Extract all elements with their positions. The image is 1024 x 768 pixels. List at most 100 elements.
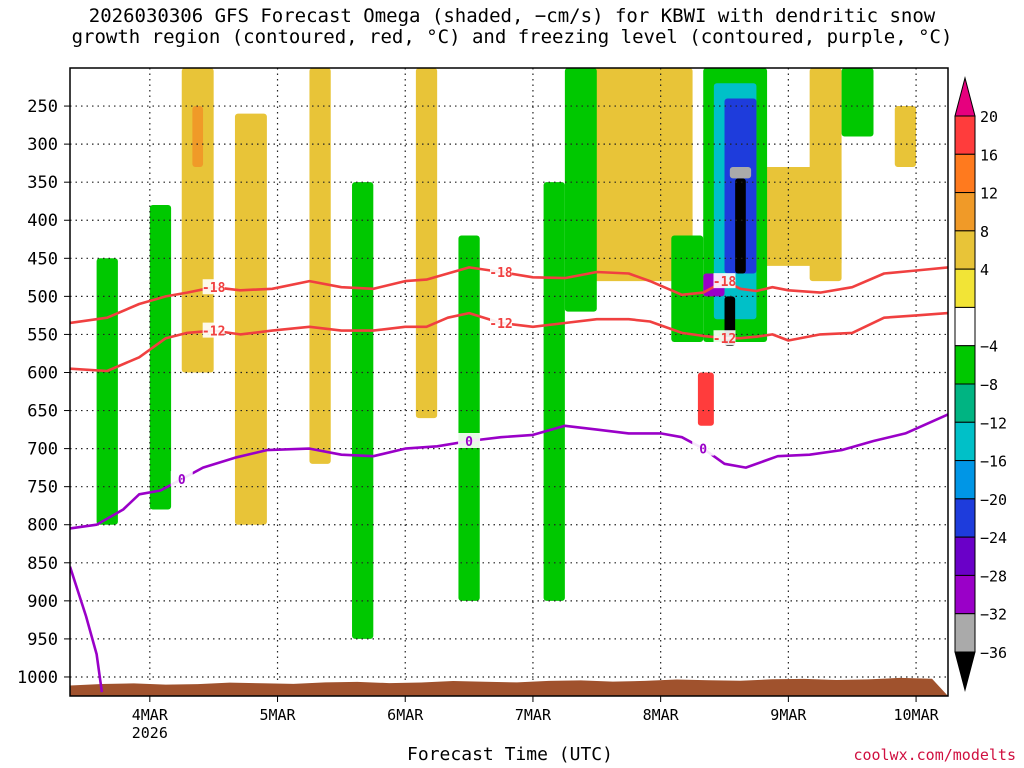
- colorbar: 20 16 12 8 4 −4 −8 −12 −16 −20 −24 −28 −32 −36: [954, 76, 1007, 692]
- y-tick-label: 800: [27, 516, 58, 536]
- y-tick-label: 500: [27, 287, 58, 307]
- y-tick-label: 900: [27, 592, 58, 612]
- omega-region-10: [729, 166, 752, 179]
- colorbar-swatch-7: [954, 345, 976, 385]
- x-axis: 4MAR 5MAR 6MAR 7MAR 8MAR 9MAR 10MAR 2026: [132, 696, 940, 742]
- grid-layer: [70, 68, 948, 696]
- contour-label: -18: [489, 266, 513, 281]
- contour-label-bg: [490, 264, 513, 280]
- title-line-1: 2026030306 GFS Forecast Omega (shaded, −…: [88, 5, 936, 27]
- x-tick-label: 5MAR: [259, 706, 296, 724]
- watermark: coolwx.com/modelts: [853, 746, 1016, 764]
- ground-terrain: [70, 677, 948, 696]
- colorbar-swatch-3: [954, 192, 976, 232]
- colorbar-label: −24: [980, 529, 1007, 547]
- contour-label: 0: [699, 443, 707, 458]
- colorbar-label: 16: [980, 146, 998, 164]
- colorbar-swatch-2: [954, 153, 976, 194]
- omega-region-9: [735, 178, 746, 274]
- omega-region-26: [809, 68, 842, 282]
- omega-region-14: [697, 372, 714, 426]
- contour-label: 0: [178, 473, 186, 488]
- colorbar-swatch-4: [954, 230, 976, 270]
- contour-line-3: [70, 566, 104, 693]
- contour-layer: -18 -18 -18 -12 -12 -12 0 0 0: [70, 264, 948, 693]
- colorbar-swatch-13: [954, 574, 976, 615]
- y-tick-label: 250: [27, 97, 58, 117]
- omega-region-27: [841, 68, 874, 137]
- colorbar-swatch-8: [954, 383, 976, 423]
- contour-line-2: [70, 413, 948, 530]
- colorbar-label: 12: [980, 185, 998, 203]
- contour-label: -18: [202, 281, 226, 296]
- colorbar-label: −8: [980, 376, 998, 394]
- y-tick-label: 850: [27, 554, 58, 574]
- plot-frame: [69, 67, 949, 697]
- omega-region-19: [149, 205, 172, 510]
- ground-layer: [70, 677, 948, 696]
- colorbar-label: −28: [980, 567, 1007, 585]
- omega-region-15: [564, 68, 597, 312]
- x-tick-label: 7MAR: [515, 706, 552, 724]
- colorbar-swatch-5: [954, 268, 976, 308]
- colorbar-swatch-11: [954, 498, 976, 538]
- colorbar-swatch-12: [954, 536, 976, 576]
- colorbar-top-arrow: [954, 76, 976, 117]
- colorbar-label: −16: [980, 453, 1007, 471]
- colorbar-label: −12: [980, 414, 1007, 432]
- chart-title: 2026030306 GFS Forecast Omega (shaded, −…: [0, 6, 1024, 48]
- y-axis: 250 300 350 400 450 500 550 600 650 700 750 800 850 9…: [17, 97, 70, 688]
- colorbar-swatch-6: [954, 306, 976, 347]
- x-tick-label: 10MAR: [893, 706, 939, 724]
- contour-label-bg: [458, 432, 481, 448]
- x-tick-label: 8MAR: [643, 706, 680, 724]
- colorbar-label: 4: [980, 261, 989, 279]
- contour-label: -12: [713, 332, 736, 347]
- y-tick-label: 1000: [17, 668, 58, 688]
- y-tick-label: 950: [27, 630, 58, 650]
- x-tick-label: 4MAR: [132, 706, 169, 724]
- y-tick-label: 750: [27, 478, 58, 498]
- colorbar-label: −4: [980, 338, 998, 356]
- title-line-2: growth region (contoured, red, °C) and f…: [71, 26, 953, 48]
- colorbar-swatch-14: [954, 613, 976, 653]
- contour-label: 0: [465, 435, 473, 450]
- contour-label-bg: [202, 279, 225, 295]
- colorbar-label: −20: [980, 491, 1007, 509]
- omega-region-3: [586, 68, 693, 282]
- contour-label: -12: [489, 317, 512, 332]
- shaded-omega-layer: [96, 68, 917, 639]
- contour-label-bg: [692, 440, 715, 456]
- omega-region-25: [458, 235, 480, 601]
- colorbar-label: −36: [980, 644, 1007, 662]
- y-tick-label: 300: [27, 135, 58, 155]
- contour-label-bg: [490, 315, 513, 331]
- omega-region-21: [234, 113, 267, 525]
- contour-label-bg: [713, 330, 736, 346]
- omega-region-22: [309, 68, 331, 464]
- y-tick-label: 650: [27, 402, 58, 422]
- y-tick-label: 600: [27, 363, 58, 383]
- omega-region-13: [671, 235, 704, 343]
- colorbar-label: −32: [980, 606, 1007, 624]
- y-tick-label: 400: [27, 211, 58, 231]
- contour-label: -12: [202, 325, 225, 340]
- omega-region-16: [543, 182, 565, 601]
- x-tick-label: 9MAR: [770, 706, 807, 724]
- y-tick-label: 350: [27, 173, 58, 193]
- x-tick-label: 6MAR: [387, 706, 424, 724]
- contour-label-bg: [713, 273, 736, 289]
- colorbar-label: 8: [980, 223, 989, 241]
- colorbar-bottom-arrow: [954, 651, 976, 692]
- contour-label: -18: [713, 275, 737, 290]
- colorbar-label: 20: [980, 108, 998, 126]
- y-tick-label: 450: [27, 249, 58, 269]
- colorbar-swatch-9: [954, 421, 976, 462]
- colorbar-swatch-1: [954, 115, 976, 155]
- omega-region-18: [192, 106, 204, 167]
- colorbar-swatch-10: [954, 460, 976, 500]
- contour-label-bg: [170, 471, 193, 487]
- y-tick-label: 700: [27, 440, 58, 460]
- omega-region-20: [96, 258, 118, 525]
